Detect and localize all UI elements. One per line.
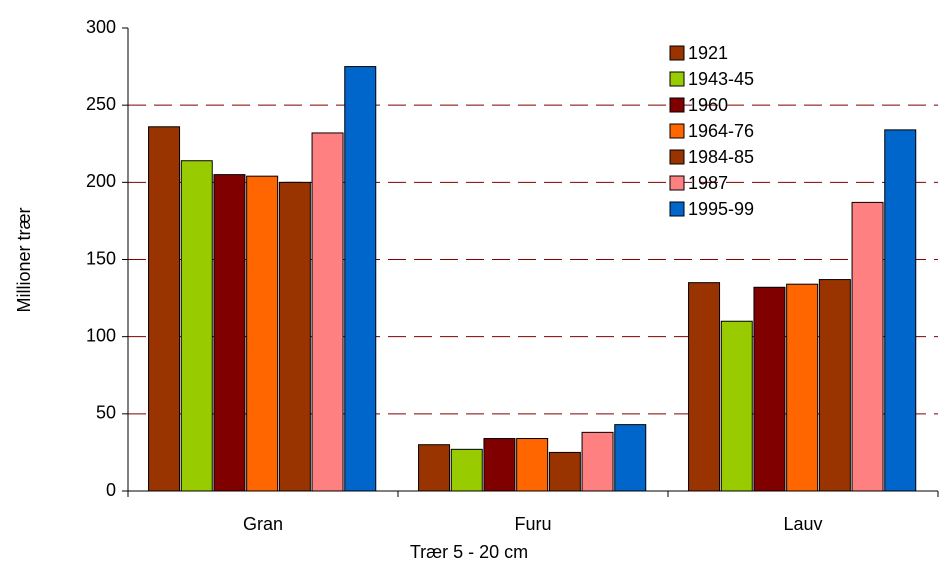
legend-swatch bbox=[669, 97, 685, 113]
x-tick-label: Furu bbox=[514, 514, 551, 534]
bar bbox=[180, 160, 213, 492]
x-axis-label: Trær 5 - 20 cm bbox=[410, 542, 528, 562]
bar bbox=[614, 424, 647, 492]
bar bbox=[548, 451, 581, 492]
legend-swatch bbox=[669, 149, 685, 165]
y-tick-label: 300 bbox=[86, 17, 116, 37]
x-tick-label: Gran bbox=[243, 514, 283, 534]
legend-swatch bbox=[669, 201, 685, 217]
legend-swatch bbox=[669, 175, 685, 191]
bar bbox=[483, 438, 516, 492]
bar bbox=[278, 181, 311, 492]
bar bbox=[246, 175, 279, 492]
bar bbox=[213, 174, 246, 492]
bar bbox=[450, 448, 483, 492]
bar bbox=[688, 282, 721, 492]
y-tick-label: 200 bbox=[86, 171, 116, 191]
legend-label: 1921 bbox=[688, 43, 728, 63]
legend-label: 1984-85 bbox=[688, 147, 754, 167]
bar bbox=[851, 201, 884, 492]
y-tick-label: 50 bbox=[96, 403, 116, 423]
bar bbox=[884, 129, 917, 492]
y-tick-label: 0 bbox=[106, 480, 116, 500]
y-tick-label: 100 bbox=[86, 325, 116, 345]
bar bbox=[818, 279, 851, 492]
legend-label: 1943-45 bbox=[688, 69, 754, 89]
y-tick-label: 150 bbox=[86, 248, 116, 268]
y-axis-label: Millioner trær bbox=[14, 207, 34, 312]
bar bbox=[418, 444, 451, 492]
legend-swatch bbox=[669, 71, 685, 87]
bar bbox=[753, 286, 786, 492]
legend-label: 1964-76 bbox=[688, 121, 754, 141]
legend-label: 1995-99 bbox=[688, 199, 754, 219]
bar bbox=[148, 126, 181, 492]
legend-swatch bbox=[669, 45, 685, 61]
bar bbox=[581, 431, 614, 492]
y-tick-label: 250 bbox=[86, 94, 116, 114]
bar bbox=[516, 438, 549, 492]
bar bbox=[786, 283, 819, 492]
bar bbox=[720, 320, 753, 492]
bar bbox=[311, 132, 344, 492]
legend-label: 1987 bbox=[688, 173, 728, 193]
legend-label: 1960 bbox=[688, 95, 728, 115]
x-tick-label: Lauv bbox=[783, 514, 822, 534]
legend-swatch bbox=[669, 123, 685, 139]
bar bbox=[344, 66, 377, 492]
